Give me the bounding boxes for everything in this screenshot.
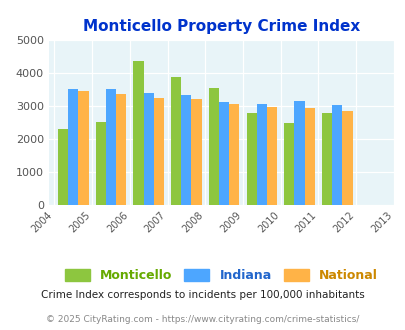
Bar <box>229 104 239 205</box>
Text: Crime Index corresponds to incidents per 100,000 inhabitants: Crime Index corresponds to incidents per… <box>41 290 364 300</box>
Bar <box>191 99 201 205</box>
Bar <box>133 61 143 205</box>
Bar <box>58 129 68 205</box>
Bar <box>218 102 229 205</box>
Bar <box>143 93 153 205</box>
Bar <box>96 122 106 205</box>
Bar <box>116 94 126 205</box>
Bar <box>181 95 191 205</box>
Bar <box>68 89 78 205</box>
Bar <box>341 111 352 205</box>
Bar <box>256 104 266 205</box>
Bar <box>331 105 341 205</box>
Bar <box>266 107 276 205</box>
Bar <box>294 101 304 205</box>
Bar <box>284 123 294 205</box>
Bar <box>246 113 256 205</box>
Bar <box>78 91 88 205</box>
Legend: Monticello, Indiana, National: Monticello, Indiana, National <box>60 264 382 287</box>
Title: Monticello Property Crime Index: Monticello Property Crime Index <box>83 19 359 34</box>
Bar <box>208 88 218 205</box>
Bar <box>171 77 181 205</box>
Bar <box>153 98 164 205</box>
Text: © 2025 CityRating.com - https://www.cityrating.com/crime-statistics/: © 2025 CityRating.com - https://www.city… <box>46 315 359 324</box>
Bar <box>304 108 314 205</box>
Bar <box>106 89 116 205</box>
Bar <box>321 113 331 205</box>
